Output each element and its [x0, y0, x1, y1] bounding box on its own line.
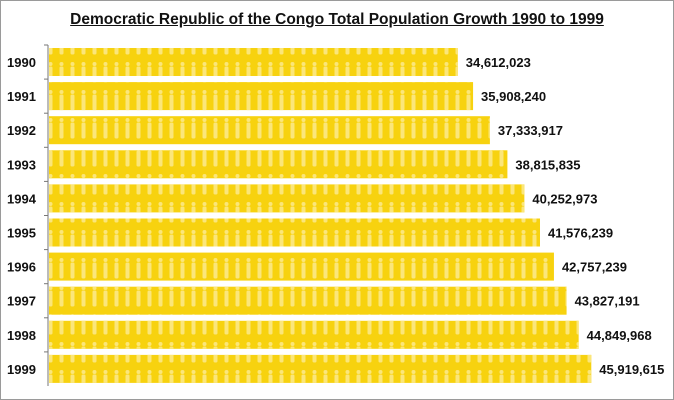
category-label: 1994	[7, 191, 37, 206]
category-label: 1998	[7, 328, 36, 343]
bar-pattern	[49, 286, 567, 315]
bar-pattern	[49, 252, 554, 281]
bar-pattern	[49, 150, 508, 179]
bar-pattern	[49, 116, 490, 145]
category-label: 1990	[7, 55, 36, 70]
bar-pattern	[49, 48, 458, 76]
data-label: 38,815,835	[515, 157, 580, 172]
category-label: 1997	[7, 294, 36, 309]
bar-pattern	[49, 184, 525, 213]
data-label: 44,849,968	[587, 328, 652, 343]
data-label: 45,919,615	[599, 362, 664, 377]
category-label: 1993	[7, 157, 36, 172]
category-label: 1992	[7, 123, 36, 138]
bar-pattern	[49, 354, 592, 383]
data-label: 40,252,973	[532, 191, 597, 206]
bar-pattern	[49, 218, 540, 247]
bar-pattern	[49, 82, 474, 111]
data-label: 41,576,239	[548, 226, 613, 241]
data-label: 42,757,239	[562, 260, 627, 275]
category-label: 1999	[7, 362, 36, 377]
chart-title: Democratic Republic of the Congo Total P…	[70, 11, 604, 28]
category-label: 1996	[7, 260, 36, 275]
category-label: 1991	[7, 89, 36, 104]
data-label: 37,333,917	[498, 123, 563, 138]
data-label: 35,908,240	[481, 89, 546, 104]
bar-pattern	[49, 320, 579, 349]
category-label: 1995	[7, 226, 36, 241]
data-label: 43,827,191	[575, 294, 640, 309]
data-label: 34,612,023	[466, 55, 531, 70]
